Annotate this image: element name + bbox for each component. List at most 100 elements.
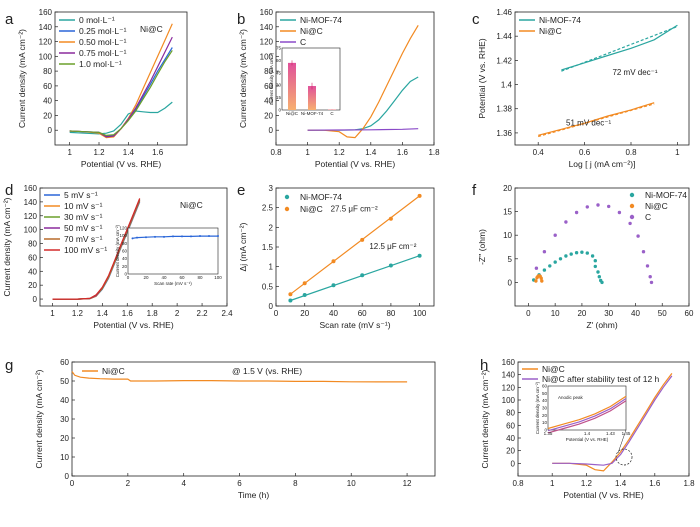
series-line (552, 375, 673, 466)
fit-line (290, 255, 420, 302)
x-tick-label: 1.8 (428, 148, 440, 157)
x-tick-label: 8 (293, 479, 298, 488)
legend-marker (629, 192, 635, 198)
data-point (288, 298, 293, 303)
y-tick-label: 40 (60, 396, 69, 405)
capacitance-label: 27.5 μF cm⁻² (331, 205, 378, 214)
y-tick-label: 1.44 (496, 32, 512, 41)
panel-letter-f: f (472, 182, 477, 199)
legend-marker (284, 194, 290, 200)
y-tick-label: 20 (28, 281, 37, 290)
data-point (553, 233, 557, 237)
x-tick-label: 4 (181, 479, 186, 488)
y-tick-label: 40 (264, 97, 273, 106)
data-point (641, 250, 646, 254)
y-tick-label: 20 (264, 111, 273, 120)
x-tick-label: 2.2 (197, 309, 209, 318)
y-tick-label: 60 (43, 82, 52, 91)
legend-label: Ni@C (300, 26, 323, 36)
data-point (628, 221, 632, 226)
x-tick-label: 1 (67, 148, 72, 157)
panel-annotation: Ni@C (140, 24, 163, 34)
data-point (617, 210, 622, 215)
panel-h: 0.8 1 1.2 1.4 1.6 1.8020406080100120140160Pot… (480, 357, 695, 500)
inset-x-tick: 100 (214, 275, 222, 280)
x-tick-label: 0 (274, 309, 279, 318)
y-tick-label: 5 (508, 255, 513, 264)
inset-x-tick: 1.45 (622, 431, 631, 436)
legend-label: 70 mV s⁻¹ (64, 234, 103, 244)
legend-label: Ni@C after stability test of 12 h (542, 374, 660, 384)
y-tick-label: 140 (502, 371, 516, 380)
y-axis-label: Potential (V vs. RHE) (477, 38, 487, 118)
inset-category-label: C (330, 111, 334, 116)
y-tick-label: 1.4 (501, 81, 513, 90)
data-point (564, 220, 568, 224)
data-point (417, 253, 422, 258)
data-point (542, 250, 547, 254)
legend-label: 0.25 mol·L⁻¹ (79, 26, 127, 36)
y-tick-label: 10 (60, 453, 69, 462)
series-line (307, 128, 419, 131)
y-tick-label: 120 (260, 38, 274, 47)
y-tick-label: 1.42 (496, 56, 512, 65)
inset-y-tick: 20 (542, 413, 548, 418)
x-tick-label: 0.8 (625, 148, 637, 157)
inset-y-tick: 0 (124, 272, 127, 277)
inset-frame (127, 227, 219, 275)
x-tick-label: 60 (685, 309, 694, 318)
y-tick-label: 80 (264, 67, 273, 76)
y-tick-label: 120 (24, 212, 38, 221)
y-axis-label: Current density (mA cm⁻²) (17, 29, 27, 128)
inset-point (145, 236, 147, 239)
data-point (593, 264, 597, 269)
inset-x-tick: 0 (127, 275, 130, 280)
y-axis-label: Current density (mA cm⁻²) (34, 369, 44, 468)
y-tick-label: 80 (506, 409, 515, 418)
x-tick-label: 1.4 (365, 148, 377, 157)
legend-label: 0.50 mol·L⁻¹ (79, 37, 127, 47)
data-point (585, 205, 589, 209)
legend-label: Ni@C (300, 204, 323, 214)
series-line (307, 24, 419, 139)
highlight-circle (615, 448, 633, 466)
inset-point (181, 235, 183, 238)
inset-series-line (547, 397, 627, 432)
data-point (542, 268, 547, 272)
series-line (561, 24, 678, 71)
inset-frame (547, 385, 627, 431)
x-tick-label: 80 (386, 309, 395, 318)
inset-x-tick: 1.4 (584, 431, 591, 436)
y-tick-label: 15 (503, 208, 512, 217)
data-point (548, 264, 552, 268)
x-tick-label: 1 (50, 309, 55, 318)
data-point (302, 281, 307, 286)
legend-label: Ni@C (542, 364, 565, 374)
legend-label: 10 mV s⁻¹ (64, 201, 103, 211)
data-point (649, 280, 654, 285)
legend-marker (629, 203, 635, 209)
inset-y-tick: 75 (276, 46, 282, 51)
inset-y-tick: 60 (542, 384, 548, 389)
x-tick-label: 1 (550, 479, 555, 488)
fit-line (290, 195, 420, 295)
inset-series-line (547, 400, 627, 434)
x-tick-label: 6 (237, 479, 242, 488)
y-tick-label: 40 (506, 434, 515, 443)
x-axis-label: Scan rate (mV s⁻¹) (319, 320, 390, 330)
plot-frame (275, 11, 435, 146)
y-tick-label: 0 (65, 472, 70, 481)
x-tick-label: 1.4 (615, 479, 627, 488)
x-tick-label: 0 (526, 309, 531, 318)
x-tick-label: 10 (347, 479, 356, 488)
data-point (590, 254, 595, 258)
data-point (574, 210, 579, 215)
y-tick-label: 0 (269, 302, 274, 311)
y-tick-label: 100 (39, 52, 53, 61)
y-axis-label: Δj (mA cm⁻²) (238, 222, 248, 271)
y-tick-label: 100 (502, 396, 516, 405)
x-tick-label: 60 (358, 309, 367, 318)
x-tick-label: 0 (70, 479, 75, 488)
plot-frame (54, 11, 188, 146)
